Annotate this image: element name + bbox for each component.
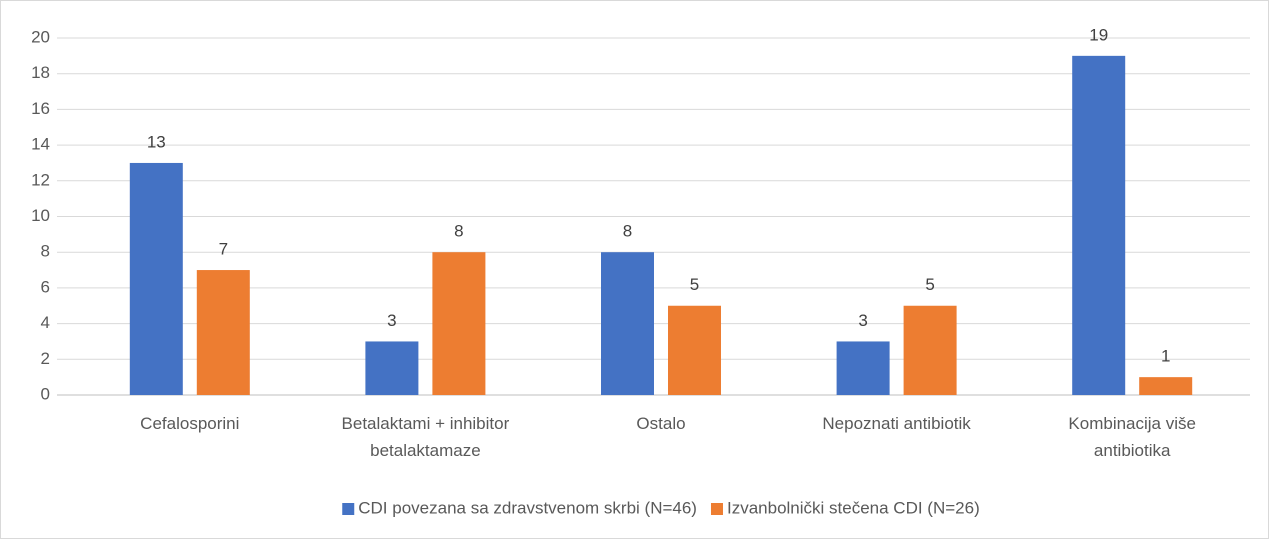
x-tick-label: Nepoznati antibiotik <box>822 414 971 433</box>
data-label: 19 <box>1089 25 1108 44</box>
bar <box>1139 377 1193 395</box>
data-label: 1 <box>1161 347 1170 366</box>
y-tick-label: 14 <box>31 135 50 154</box>
bar <box>1072 55 1126 395</box>
bar <box>601 252 654 395</box>
data-label: 8 <box>623 222 632 241</box>
y-tick-label: 8 <box>41 242 50 261</box>
data-label: 3 <box>387 311 396 330</box>
data-label: 7 <box>219 240 228 259</box>
legend-label: CDI povezana sa zdravstvenom skrbi (N=46… <box>358 498 697 517</box>
legend-swatch <box>342 503 355 515</box>
bar <box>903 305 957 395</box>
bar <box>129 162 183 395</box>
x-tick-label: Kombinacija više antibiotika <box>1068 414 1196 460</box>
y-tick-label: 18 <box>31 63 50 82</box>
y-tick-label: 16 <box>31 99 50 118</box>
bar <box>365 341 419 395</box>
x-tick-label: Ostalo <box>636 414 685 433</box>
data-label: 5 <box>925 275 934 294</box>
y-tick-label: 2 <box>41 349 50 368</box>
bar <box>668 305 721 395</box>
data-label: 3 <box>858 311 867 330</box>
bar <box>432 252 486 395</box>
bar <box>196 270 250 395</box>
y-tick-label: 10 <box>31 206 50 225</box>
data-label: 5 <box>690 275 699 294</box>
data-label: 13 <box>147 132 166 151</box>
legend-swatch <box>710 503 723 515</box>
y-tick-label: 20 <box>31 27 50 46</box>
legend-label: Izvanbolnički stečena CDI (N=26) <box>727 498 980 517</box>
y-tick-label: 4 <box>41 313 50 332</box>
x-tick-label: Cefalosporini <box>140 414 239 433</box>
y-tick-label: 0 <box>41 384 50 403</box>
data-label: 8 <box>454 222 463 241</box>
x-tick-label: Betalaktami + inhibitor betalaktamaze <box>342 414 510 460</box>
y-tick-label: 6 <box>41 277 50 296</box>
y-tick-label: 12 <box>31 170 50 189</box>
bar <box>836 341 890 395</box>
